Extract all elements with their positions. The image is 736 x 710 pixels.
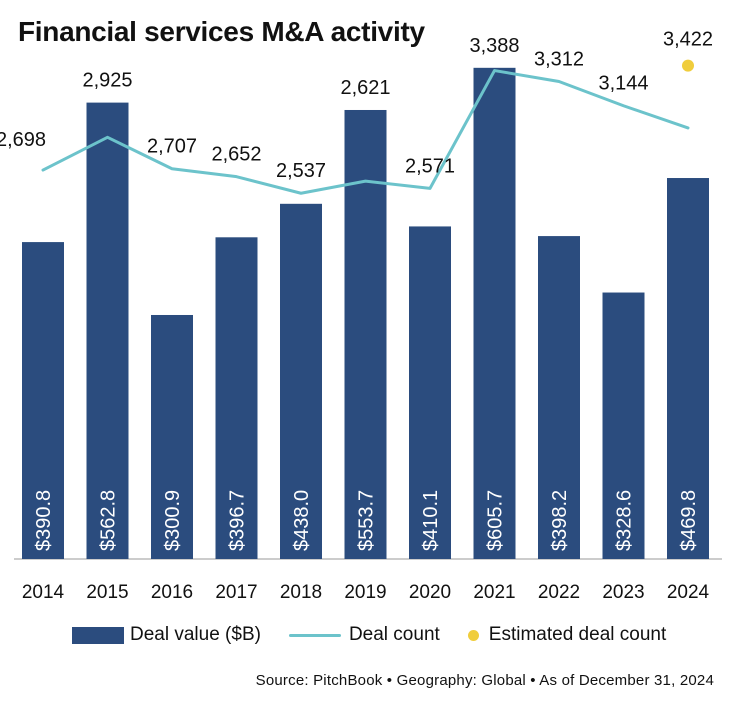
legend-label-estimated: Estimated deal count	[488, 624, 667, 645]
x-tick-2014: 2014	[22, 582, 65, 603]
x-tick-2024: 2024	[667, 582, 710, 603]
count-label-2018: 2,537	[276, 160, 326, 182]
bar-2018	[280, 203, 322, 559]
chart-plot: $390.8 $562.8 $300.9 $396.7 $438.0 $553.7 $410…	[0, 29, 722, 603]
bar-value-label: $410.1	[420, 490, 442, 551]
bar-2023	[602, 292, 645, 559]
legend: Deal value ($B) Deal count Estimated dea…	[72, 620, 694, 650]
bar-value-label: $469.8	[678, 490, 700, 551]
bar-value-label: $562.8	[98, 490, 120, 551]
bar-2022	[538, 236, 580, 559]
count-label-2014: 2,698	[0, 129, 46, 151]
bar-value-label: $605.7	[485, 490, 507, 551]
legend-item-estimated: Estimated deal count	[467, 624, 667, 646]
count-label-2016: 2,707	[147, 136, 197, 158]
chart-title: Financial services M&A activity	[18, 16, 425, 47]
bar-series	[22, 67, 709, 560]
bar-2021	[473, 67, 516, 559]
legend-swatch-bar	[72, 626, 124, 644]
x-tick-2023: 2023	[602, 582, 644, 603]
x-tick-2015: 2015	[86, 582, 128, 603]
deal-count-labels: 2,698 2,925 2,707 2,652 2,537 2,621 2,571 3,388…	[0, 29, 713, 183]
estimated-points	[682, 59, 694, 72]
bar-2017	[215, 237, 258, 559]
bar-2024	[667, 178, 709, 560]
x-tick-2019: 2019	[344, 582, 386, 603]
bar-value-label: $390.8	[33, 490, 55, 551]
bar-2015	[86, 102, 129, 560]
bar-value-label: $328.6	[614, 490, 636, 551]
estimated-point-2024	[682, 59, 694, 72]
count-label-2019: 2,621	[340, 77, 390, 99]
bar-value-labels: $390.8 $562.8 $300.9 $396.7 $438.0 $553.7 $410…	[33, 490, 700, 551]
bar-value-label: $396.7	[227, 490, 249, 551]
bar-2016	[151, 314, 193, 559]
bar-value-label: $300.9	[162, 490, 184, 551]
count-label-2021: 3,388	[469, 35, 519, 57]
x-tick-2020: 2020	[409, 582, 451, 603]
legend-label-deal-value: Deal value ($B)	[130, 624, 261, 645]
count-label-2022: 3,312	[534, 49, 584, 71]
x-tick-2022: 2022	[538, 582, 580, 603]
estimated-label-2024: 3,422	[663, 29, 713, 51]
x-tick-2017: 2017	[215, 582, 257, 603]
bar-value-label: $398.2	[549, 490, 571, 551]
legend-swatch-line	[288, 633, 341, 637]
count-label-2015: 2,925	[82, 70, 132, 92]
legend-label-deal-count: Deal count	[348, 624, 440, 645]
legend-item-deal-value: Deal value ($B)	[72, 624, 261, 646]
x-tick-2016: 2016	[151, 582, 193, 603]
count-label-2017: 2,652	[211, 144, 261, 166]
source-note: Source: PitchBook • Geography: Global • …	[255, 672, 714, 689]
deal-count-line	[41, 69, 690, 195]
legend-swatch-dot	[467, 629, 479, 641]
bar-value-label: $553.7	[356, 490, 378, 551]
bar-2014	[22, 242, 64, 559]
x-axis-ticks: 2014 2015 2016 2017 2018 2019 2020 2021 2022 2023…	[22, 582, 710, 603]
count-label-2023: 3,144	[598, 73, 648, 95]
legend-item-deal-count: Deal count	[288, 624, 440, 646]
count-label-2020: 2,571	[405, 155, 455, 177]
x-tick-2018: 2018	[280, 582, 322, 603]
bar-value-label: $438.0	[291, 490, 313, 551]
x-tick-2021: 2021	[473, 582, 515, 603]
bar-2020	[409, 226, 451, 560]
